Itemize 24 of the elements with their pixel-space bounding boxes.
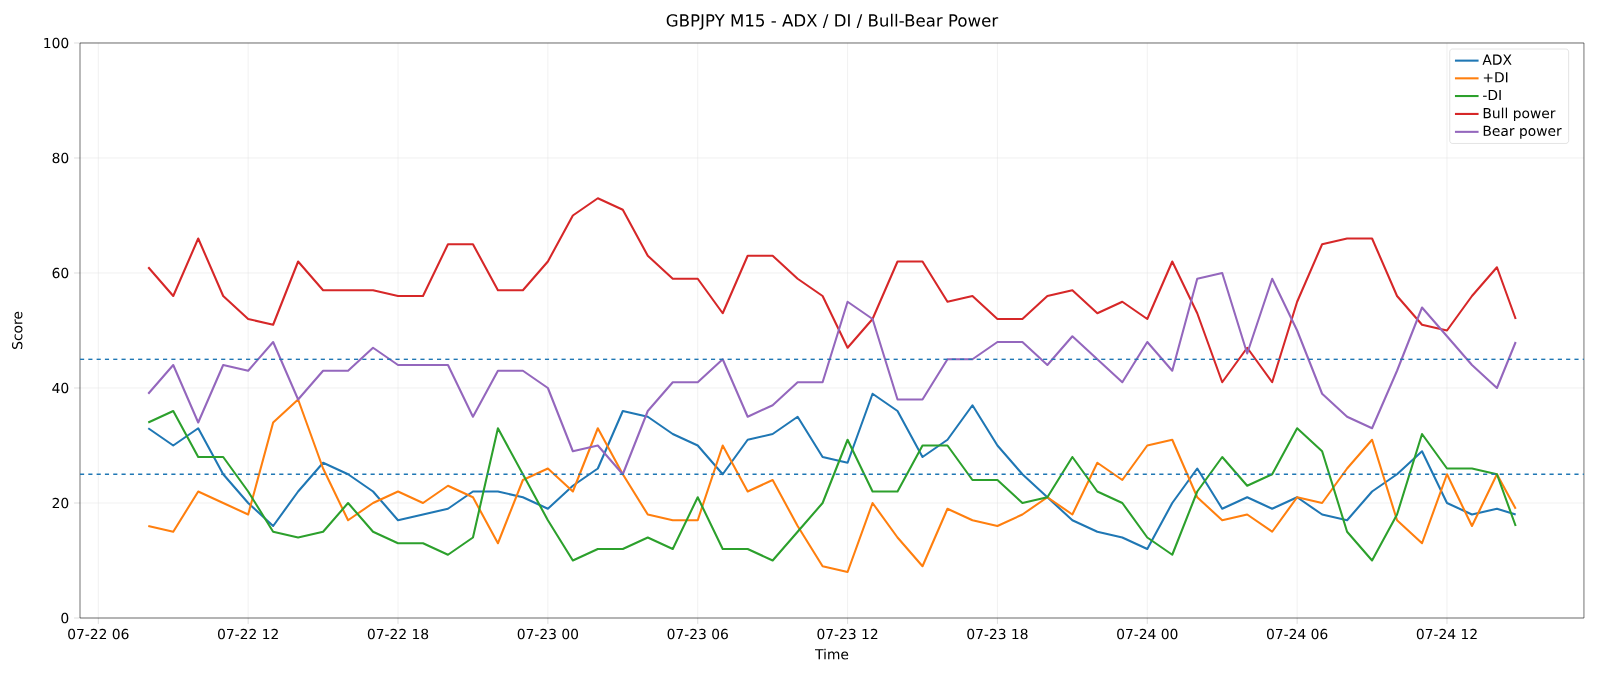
y-axis-title: Score [11,311,23,349]
legend-label: Bear power [1483,125,1562,139]
x-tick-label: 07-23 06 [667,628,728,640]
x-tick-label: 07-22 12 [217,628,278,640]
legend-label: -DI [1483,89,1501,101]
x-tick-label: 07-22 18 [367,628,429,640]
x-tick-label: 07-24 00 [1117,628,1178,640]
x-tick-label: 07-24 06 [1266,628,1328,640]
x-tick-label: 07-22 06 [68,628,129,640]
x-tick-label: 07-24 12 [1416,628,1477,640]
legend-label: +DI [1483,72,1508,83]
y-tick-label: 0 [61,612,69,624]
x-tick-label: 07-23 12 [817,628,878,640]
y-tick-label: 20 [52,497,69,509]
chart-title: GBPJPY M15 - ADX / DI / Bull-Bear Power [666,13,999,30]
y-tick-label: 80 [52,152,69,164]
y-tick-label: 60 [52,267,69,279]
y-tick-label: 40 [52,382,69,394]
x-tick-label: 07-23 00 [517,628,579,640]
y-tick-label: 100 [44,37,69,49]
x-axis-title: Time [815,648,849,660]
legend-label: ADX [1482,54,1512,65]
x-tick-label: 07-23 18 [967,628,1028,640]
legend-label: Bull power [1483,107,1556,122]
